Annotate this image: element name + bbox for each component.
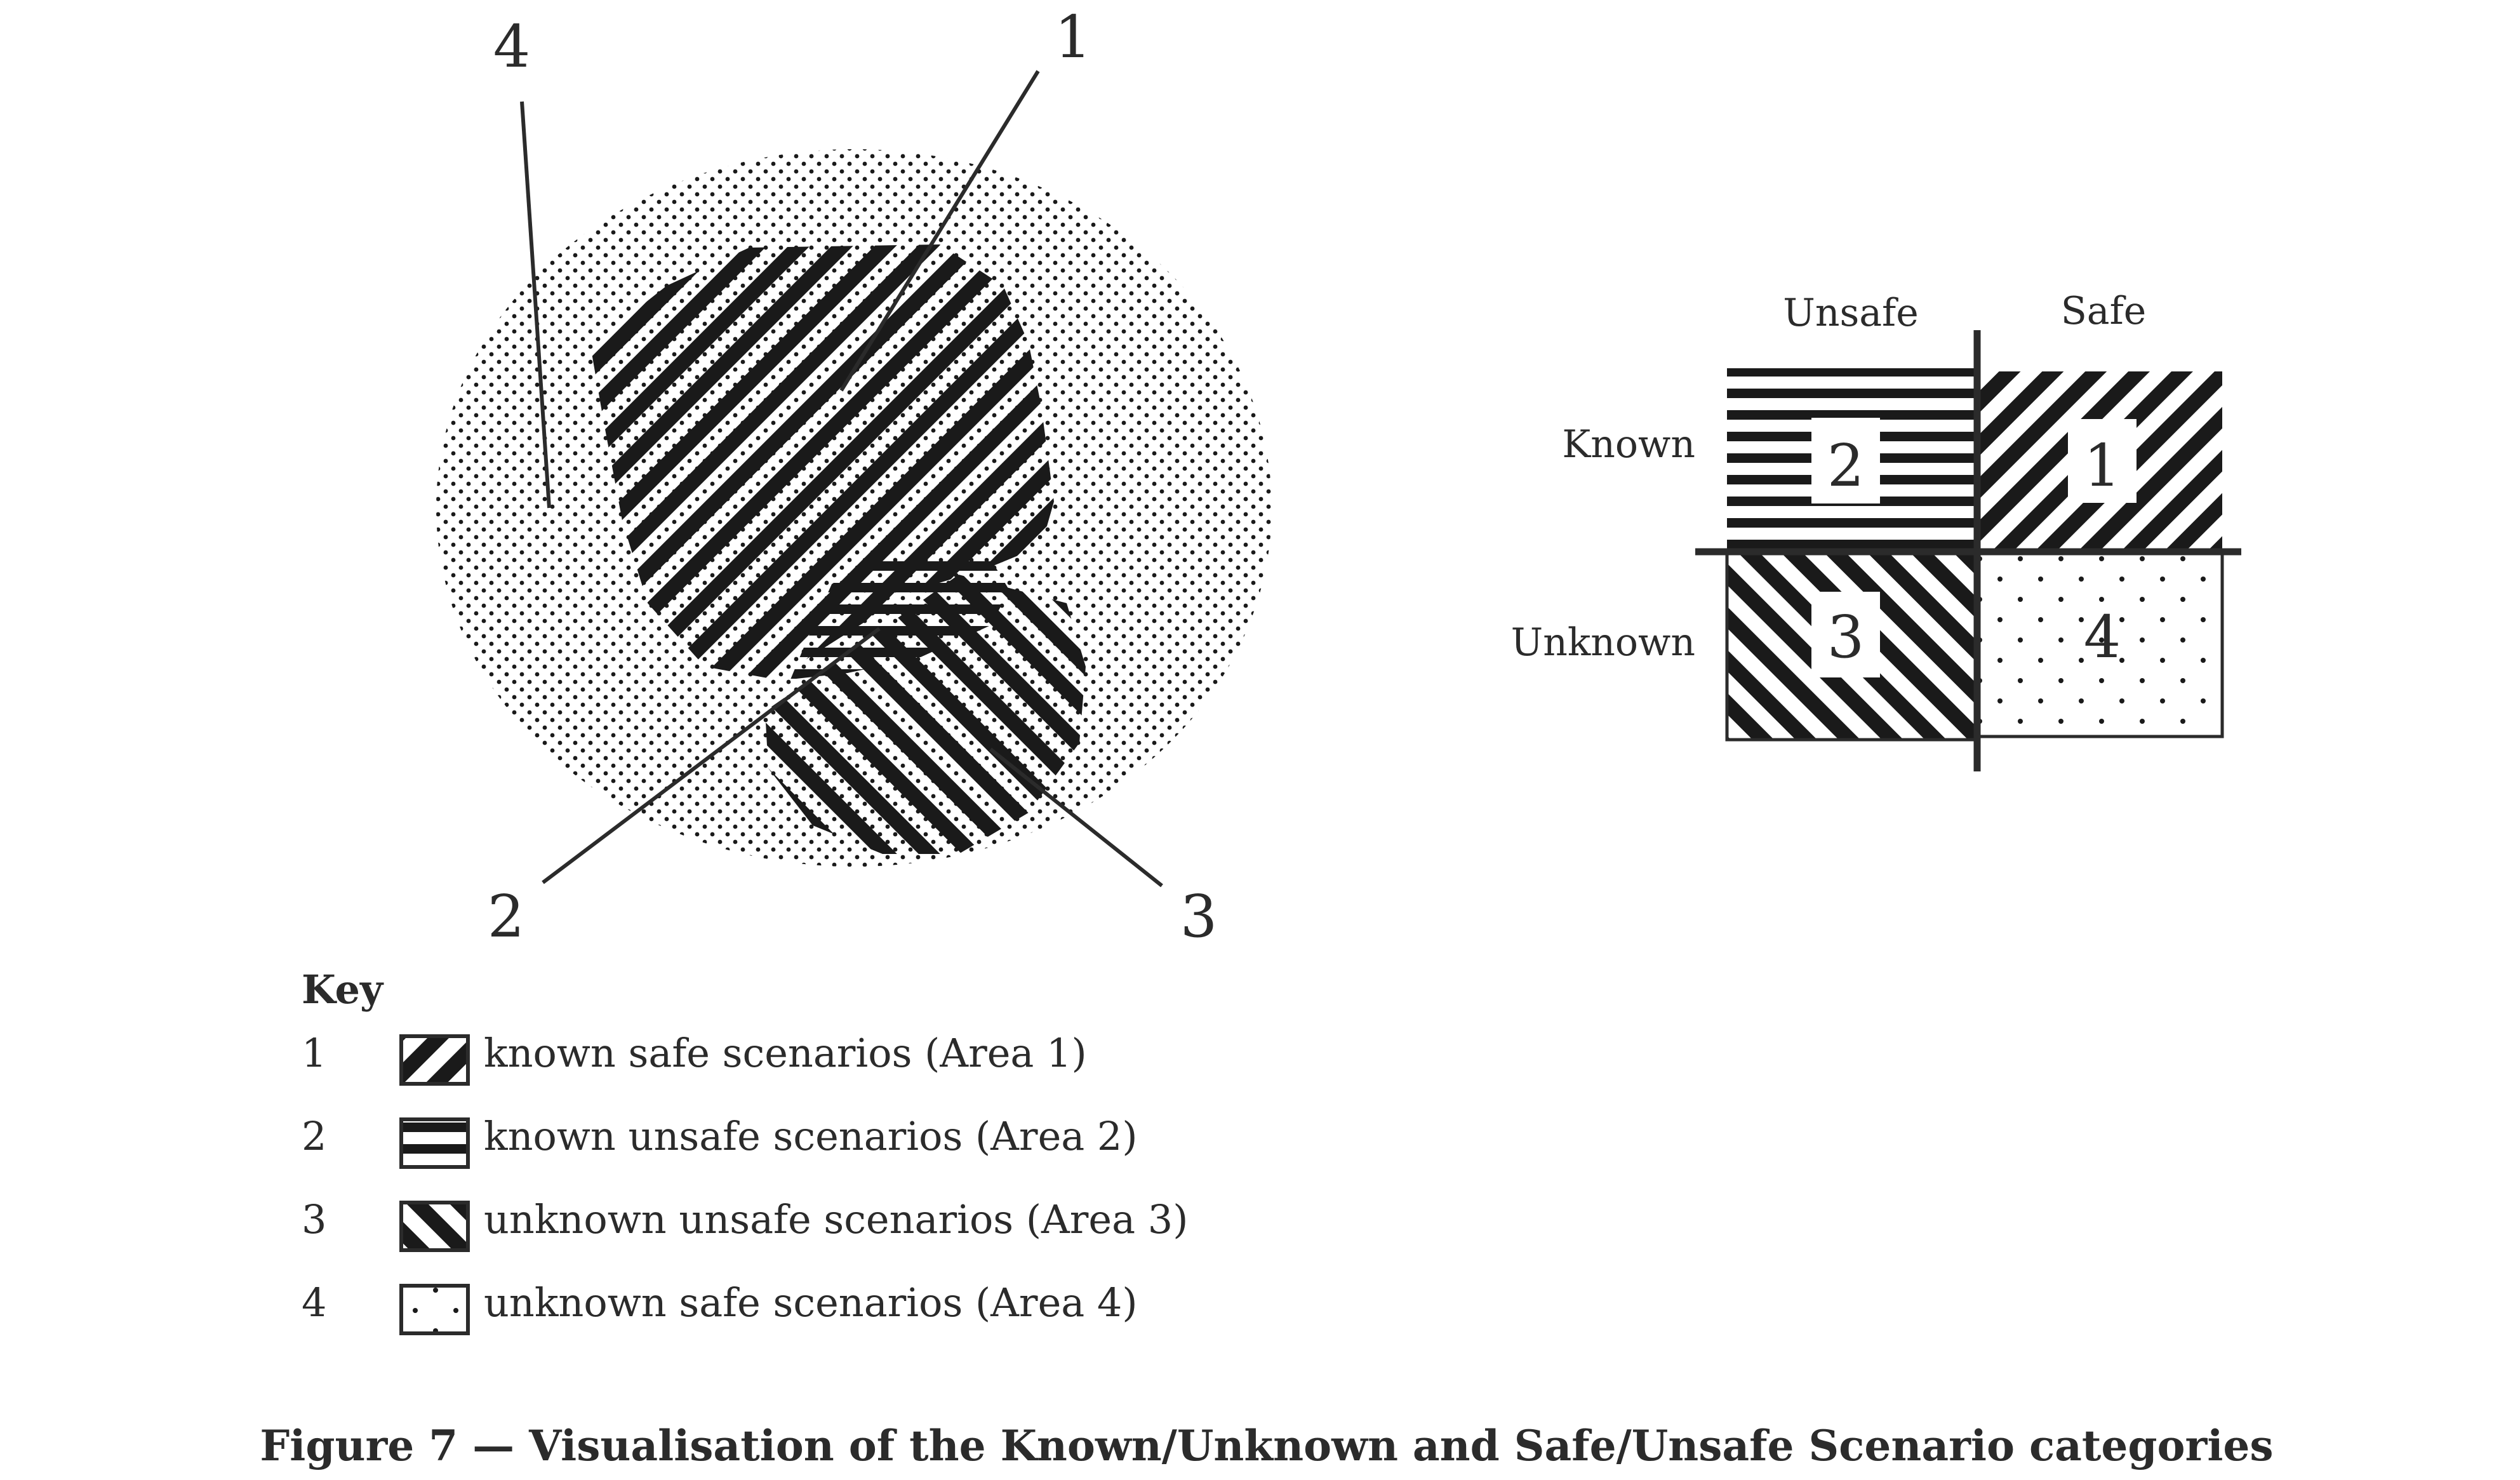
key-title: Key <box>302 966 384 1013</box>
key-item-1-number: 1 <box>302 1030 326 1076</box>
key-item-3-text: unknown unsafe scenarios (Area 3) <box>484 1196 1188 1243</box>
key-item-2-text: known unsafe scenarios (Area 2) <box>484 1113 1138 1159</box>
figure-caption: Figure 7 — Visualisation of the Known/Un… <box>260 1421 2273 1470</box>
callout-1-leader <box>839 70 1040 392</box>
key-item-2-number: 2 <box>302 1113 326 1159</box>
cell-2-badge <box>1811 418 1880 503</box>
key-swatch-diag-backward <box>399 1201 470 1252</box>
callout-1-label: 1 <box>1055 3 1092 71</box>
key-item-3: 3 unknown unsafe scenarios (Area 3) <box>302 1196 1188 1252</box>
key-item-4-text: unknown safe scenarios (Area 4) <box>484 1279 1138 1326</box>
area2-known-unsafe-region <box>790 552 1010 679</box>
key-swatch-horizontal-lines <box>399 1117 470 1169</box>
key-item-3-number: 3 <box>302 1196 326 1243</box>
key-item-1-text: known safe scenarios (Area 1) <box>484 1030 1087 1076</box>
cell-1-badge <box>2068 419 2137 503</box>
row-header-unknown: Unknown <box>1511 620 1695 665</box>
callout-3-label: 3 <box>1180 883 1218 950</box>
key-item-4-number: 4 <box>302 1279 326 1326</box>
key-item-1: 1 known safe scenarios (Area 1) <box>302 1030 1087 1086</box>
matrix-cell-2-number: 2 <box>1827 432 1865 500</box>
callout-3-leader <box>989 747 1163 888</box>
key-item-2: 2 known unsafe scenarios (Area 2) <box>302 1113 1138 1169</box>
scenario-venn-diagram: 1 4 2 3 <box>436 3 1272 950</box>
matrix-cell-3-number: 3 <box>1827 603 1865 671</box>
callout-4-label: 4 <box>493 13 531 81</box>
matrix-cell-1-number: 1 <box>2084 432 2121 500</box>
callout-2-label: 2 <box>488 883 525 950</box>
area3-unknown-unsafe-region <box>765 575 1086 854</box>
row-header-known: Known <box>1562 422 1695 467</box>
key-item-4: 4 unknown safe scenarios (Area 4) <box>302 1279 1138 1335</box>
key-swatch-dots <box>399 1284 470 1335</box>
callout-2-leader <box>542 627 881 884</box>
column-header-safe: Safe <box>2061 289 2147 333</box>
callout-4-leader <box>520 101 551 509</box>
column-header-unsafe: Unsafe <box>1783 291 1919 335</box>
cell-3-badge <box>1811 592 1880 677</box>
key-swatch-diag-forward <box>399 1034 470 1086</box>
scenario-matrix: Unsafe Safe Known Unknown 2 1 3 4 <box>1511 289 2241 771</box>
key-legend: Key 1 known safe scenarios (Area 1) 2 kn… <box>302 966 1188 1335</box>
matrix-cell-4-number: 4 <box>2084 603 2121 671</box>
matrix-cell-unknown-safe <box>1974 550 2224 738</box>
